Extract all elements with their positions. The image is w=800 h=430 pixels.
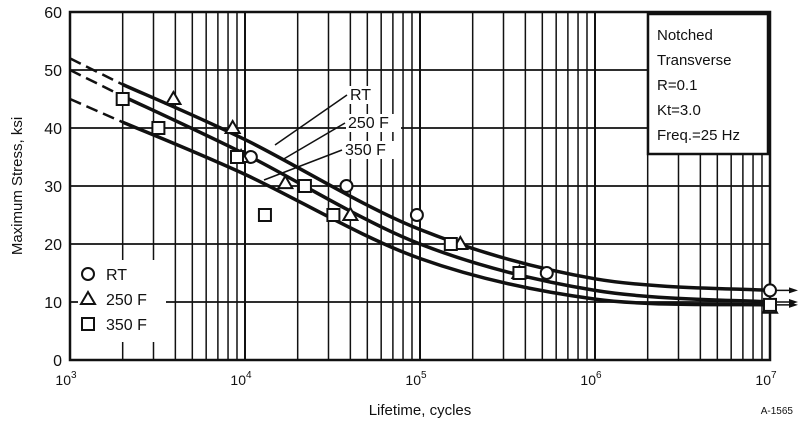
x-tick-base: 10	[405, 372, 421, 388]
curve-350f	[121, 120, 771, 307]
point-250f	[276, 174, 295, 190]
curve-label-250f: 250 F	[348, 115, 389, 132]
curve-label-rt: RT	[350, 87, 371, 104]
point-250f	[223, 119, 242, 134]
x-axis-label: Lifetime, cycles	[369, 402, 472, 419]
curve-rt	[121, 82, 771, 293]
curve-label-bg	[348, 86, 370, 104]
annotation-line: Freq.=25 Hz	[657, 127, 740, 144]
x-tick-exponent: 5	[421, 370, 427, 381]
x-tick-exponent: 4	[246, 370, 252, 381]
y-tick-label: 60	[44, 5, 62, 22]
curve-250f	[121, 94, 771, 304]
point-rt	[763, 283, 777, 298]
legend-label-250f: 250 F	[106, 292, 147, 309]
runout-arrowhead	[789, 287, 798, 294]
point-250f	[164, 90, 183, 105]
x-tick-exponent: 6	[596, 370, 602, 381]
x-tick-exponent: 7	[771, 370, 777, 381]
x-tick-base: 10	[230, 372, 246, 388]
point-250f	[341, 206, 360, 221]
annotation-line: Transverse	[657, 52, 731, 69]
y-tick-label: 20	[44, 237, 62, 254]
curve-label-bg	[343, 141, 398, 159]
y-tick-label: 0	[53, 353, 62, 370]
legend-label-350f: 350 F	[106, 317, 147, 334]
runout-arrowhead	[789, 301, 798, 308]
x-tick-base: 10	[580, 372, 596, 388]
x-tick-label: 106	[580, 370, 602, 388]
leader-line	[281, 122, 346, 161]
x-tick-base: 10	[755, 372, 771, 388]
y-tick-label: 40	[44, 121, 62, 138]
point-350f	[297, 179, 312, 193]
point-350f	[443, 237, 458, 251]
x-tick-label: 107	[755, 370, 777, 388]
x-tick-label: 104	[230, 370, 252, 388]
plot-frame	[68, 10, 772, 362]
point-350f	[512, 266, 527, 280]
y-axis-label: Maximum Stress, ksi	[9, 117, 26, 255]
x-tick-base: 10	[55, 372, 71, 388]
legend-marker-rt	[81, 267, 95, 281]
curve-dashed-350f	[69, 97, 124, 124]
curve-dashed-rt	[69, 57, 124, 86]
point-350f	[229, 150, 244, 164]
curve-label-350f: 350 F	[345, 142, 386, 159]
x-tick-label: 105	[405, 370, 427, 388]
curve-dashed-250f	[69, 68, 124, 98]
y-tick-label: 10	[44, 295, 62, 312]
curve-label-bg	[346, 114, 401, 132]
x-tick-exponent: 3	[71, 370, 77, 381]
point-350f	[763, 297, 777, 312]
point-rt	[539, 266, 554, 280]
point-350f	[257, 208, 272, 222]
legend-marker-250f	[79, 290, 97, 305]
point-350f	[326, 208, 341, 222]
annotation-line: Notched	[657, 27, 713, 44]
leader-line	[274, 94, 348, 146]
annotation-box	[646, 12, 770, 156]
annotation-line: R=0.1	[657, 77, 697, 94]
y-tick-label: 50	[44, 63, 62, 80]
leader-line	[263, 149, 343, 181]
point-rt	[409, 208, 424, 222]
figure-id: A-1565	[761, 406, 794, 417]
point-350f	[115, 92, 130, 106]
x-tick-label: 103	[55, 370, 77, 388]
point-rt	[339, 179, 354, 193]
point-350f	[151, 121, 166, 135]
legend-marker-350f	[81, 317, 95, 331]
legend-label-rt: RT	[106, 267, 127, 284]
annotation-line: Kt=3.0	[657, 102, 701, 119]
y-tick-label: 30	[44, 179, 62, 196]
